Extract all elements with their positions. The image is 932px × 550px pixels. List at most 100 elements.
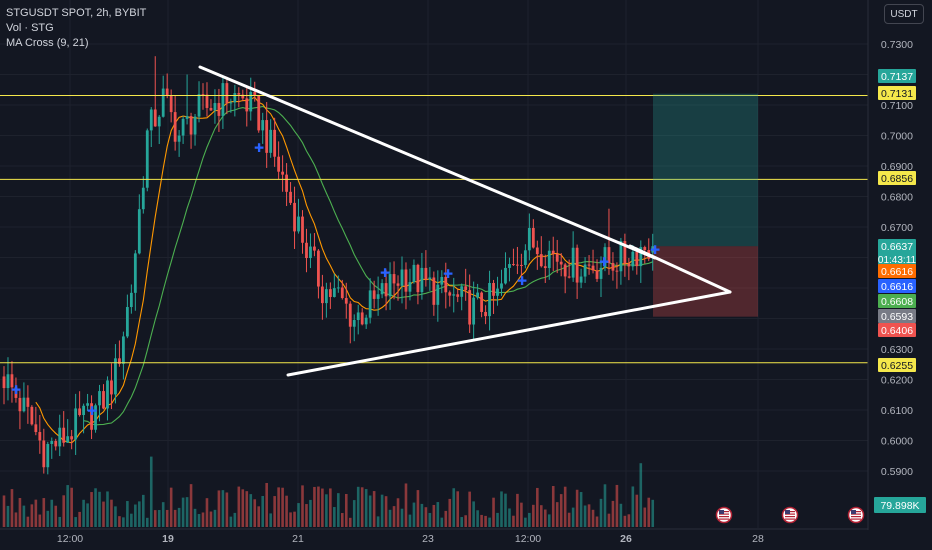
volume-bar [344, 494, 348, 527]
volume-bar [372, 491, 376, 527]
volume-bar [532, 504, 535, 527]
volume-bar [325, 494, 328, 527]
candle-body [452, 294, 456, 296]
candle-body [34, 424, 38, 433]
volume-bar [142, 494, 145, 527]
volume-bar [181, 497, 185, 527]
volume-bar [90, 492, 93, 527]
candle-body [297, 216, 300, 232]
volume-bar [217, 490, 221, 527]
candle-body [233, 93, 237, 103]
volume-bar [149, 456, 153, 527]
volume-bar [456, 491, 460, 527]
candle-body [619, 241, 623, 272]
candle-body [153, 109, 157, 127]
volume-bar [436, 502, 440, 527]
candle-body [50, 441, 54, 444]
us-flag-event-icon[interactable] [847, 506, 865, 524]
volume-bar [10, 489, 14, 527]
us-flag-event-icon[interactable] [715, 506, 733, 524]
price-tag-label: 0.6616 [881, 266, 913, 278]
candle-body [488, 282, 491, 317]
candle-body [468, 290, 472, 325]
time-tick-label: 19 [162, 533, 174, 545]
volume-bar [420, 503, 424, 527]
candle-body [157, 116, 161, 127]
candle-body [114, 358, 117, 395]
ma-cross-marker: ✚ [254, 141, 264, 155]
us-flag-event-icon[interactable] [781, 506, 799, 524]
legend-title[interactable]: STGUSDT SPOT, 2h, BYBIT [6, 7, 147, 19]
legend-volume[interactable]: Vol · STG [6, 22, 54, 34]
candle-body [205, 94, 209, 108]
volume-bar [261, 495, 264, 527]
candle-body [209, 107, 213, 111]
volume-bar [480, 514, 483, 527]
candle-body [651, 246, 655, 253]
legend-ma-cross[interactable]: MA Cross (9, 21) [6, 37, 89, 49]
volume-bar [221, 490, 225, 527]
candle-body [396, 283, 400, 286]
candle-body [567, 276, 571, 278]
flag-stripe [719, 516, 729, 518]
candle-body [516, 264, 519, 266]
currency-button[interactable]: USDT [884, 4, 924, 24]
candle-body [500, 283, 503, 289]
volume-tag-label: 79.898K [880, 500, 919, 512]
price-tag: 0.6616 [878, 279, 916, 293]
candle-body [54, 441, 58, 447]
candle-body [583, 264, 587, 277]
volume-bar [615, 484, 619, 527]
candle-body [448, 292, 452, 296]
candle-body [58, 427, 62, 447]
volume-bar [193, 508, 197, 527]
candle-body [631, 251, 635, 267]
candle-body [352, 320, 356, 327]
volume-bar [603, 484, 607, 527]
volume-bar [74, 517, 77, 527]
price-tag-label: 0.6608 [881, 296, 913, 308]
candle-body [125, 307, 129, 337]
volume-bar [400, 508, 404, 527]
candle-body [122, 336, 125, 364]
candle-body [129, 292, 133, 308]
ma-slow-line [83, 105, 653, 426]
ma-cross-marker: ✚ [599, 255, 609, 269]
volume-bar [153, 510, 157, 527]
candle-body [145, 130, 149, 188]
volume-bar [197, 514, 201, 527]
candle-body [118, 358, 121, 364]
price-tag-bg [878, 279, 916, 293]
flag-canton [851, 510, 856, 514]
volume-bar [412, 502, 416, 527]
candle-body [392, 274, 396, 284]
volume-bar [66, 485, 69, 527]
candle-body [364, 317, 368, 325]
volume-bar [321, 488, 324, 527]
candle-body [313, 246, 316, 251]
volume-bar [233, 512, 237, 527]
candle-body [543, 266, 547, 269]
volume-bar [496, 512, 499, 527]
price-tag-bg [878, 171, 916, 185]
candle-body [62, 427, 66, 443]
candle-body [432, 277, 436, 305]
candle-body [611, 262, 615, 271]
volume-bar [452, 488, 456, 527]
price-tag-bg [878, 69, 916, 83]
candle-body [273, 129, 277, 157]
price-tick-label: 0.7100 [881, 100, 913, 112]
volume-bar [169, 487, 173, 527]
volume-bar [130, 513, 133, 527]
flag-canton [785, 510, 790, 514]
volume-bar [185, 497, 189, 527]
candle-body [527, 227, 531, 251]
volume-bar [348, 517, 352, 527]
volume-bar [205, 498, 209, 527]
candle-body [18, 397, 22, 412]
price-tick-label: 0.6900 [881, 161, 913, 173]
candle-body [324, 289, 328, 304]
volume-bar [161, 502, 165, 527]
candle-body [368, 290, 372, 318]
